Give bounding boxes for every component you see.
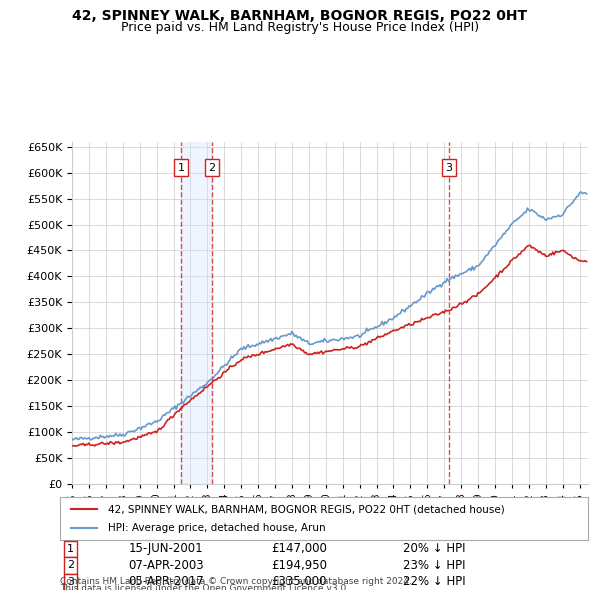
Text: This data is licensed under the Open Government Licence v3.0.: This data is licensed under the Open Gov…: [60, 584, 349, 590]
Text: 3: 3: [445, 162, 452, 172]
Text: 22% ↓ HPI: 22% ↓ HPI: [403, 575, 466, 588]
Text: £335,000: £335,000: [271, 575, 327, 588]
Text: 2: 2: [208, 162, 215, 172]
Text: 42, SPINNEY WALK, BARNHAM, BOGNOR REGIS, PO22 0HT: 42, SPINNEY WALK, BARNHAM, BOGNOR REGIS,…: [73, 9, 527, 23]
Text: Price paid vs. HM Land Registry's House Price Index (HPI): Price paid vs. HM Land Registry's House …: [121, 21, 479, 34]
Text: 23% ↓ HPI: 23% ↓ HPI: [403, 559, 466, 572]
Text: 05-APR-2017: 05-APR-2017: [128, 575, 205, 588]
Text: 42, SPINNEY WALK, BARNHAM, BOGNOR REGIS, PO22 0HT (detached house): 42, SPINNEY WALK, BARNHAM, BOGNOR REGIS,…: [107, 504, 504, 514]
Text: 1: 1: [67, 544, 74, 554]
Text: Contains HM Land Registry data © Crown copyright and database right 2024.: Contains HM Land Registry data © Crown c…: [60, 577, 412, 586]
Text: 1: 1: [178, 162, 185, 172]
Text: 3: 3: [67, 577, 74, 587]
Text: 20% ↓ HPI: 20% ↓ HPI: [403, 542, 466, 555]
Text: 2: 2: [67, 560, 74, 571]
Text: £147,000: £147,000: [271, 542, 327, 555]
Bar: [181, 142, 212, 484]
Text: HPI: Average price, detached house, Arun: HPI: Average price, detached house, Arun: [107, 523, 325, 533]
Text: 15-JUN-2001: 15-JUN-2001: [128, 542, 203, 555]
Text: 07-APR-2003: 07-APR-2003: [128, 559, 204, 572]
Text: £194,950: £194,950: [271, 559, 327, 572]
